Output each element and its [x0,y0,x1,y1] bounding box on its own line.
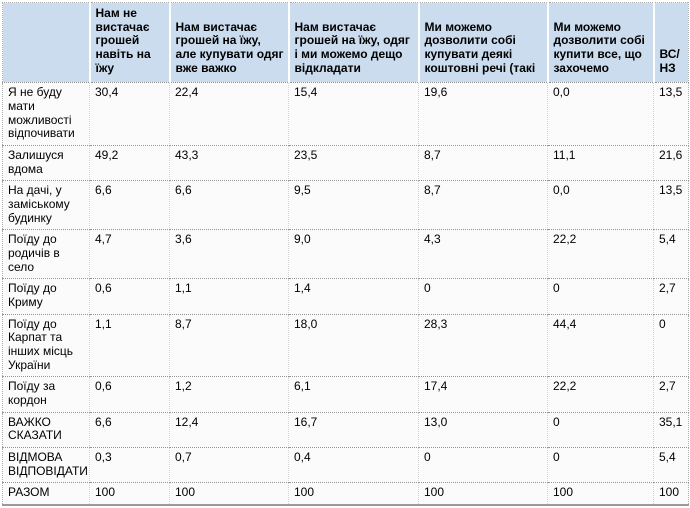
column-header-can-buy-anything: Ми можемо дозволити собі купити все, що … [547,2,655,84]
data-cell: 0,7 [169,447,289,484]
table-row-crimea: Поїду до Криму 0,6 1,1 1,4 0 0 2,7 [2,278,689,315]
data-cell: 22,2 [547,376,654,413]
data-cell: 6,1 [288,376,419,413]
data-cell: 0,4 [288,447,419,484]
table-row-hard-to-say: ВАЖКО СКАЗАТИ 6,6 12,4 16,7 13,0 0 35,1 [2,412,689,449]
data-cell: 13,5 [653,180,689,231]
data-cell: 5,4 [653,447,689,484]
data-cell: 16,7 [288,412,419,449]
data-cell: 13,5 [653,82,689,147]
data-cell: 4,7 [89,229,170,280]
data-cell: 35,1 [653,412,689,449]
data-cell: 30,4 [89,82,170,147]
data-cell: 1,1 [89,314,170,378]
table-row-carpathians: Поїду до Карпат та інших місць України 1… [2,314,689,378]
data-cell: 1,4 [288,278,419,315]
column-header-empty [2,2,91,84]
data-cell: 0,3 [89,447,170,484]
data-cell: 0 [418,447,548,484]
row-label: Поїду за кордон [2,376,90,413]
row-label: Поїду до Карпат та інших місць України [2,314,90,378]
data-cell: 9,5 [288,180,419,231]
table-row-total: РАЗОМ 100 100 100 100 100 100 [2,482,689,507]
table-row-no-vacation: Я не буду мати можливості відпочивати 30… [2,82,689,147]
row-label: Поїду до Криму [2,278,90,315]
row-label: Залишуся вдома [2,145,90,182]
data-cell: 100 [169,482,289,507]
column-header-enough-for-food-only: Нам вистачає грошей на їжу, але купувати… [169,2,290,84]
column-header-no-answer: ВС/НЗ [653,2,689,84]
data-cell: 0 [418,278,548,315]
row-label: На дачі, у заміському будинку [2,180,90,231]
data-cell: 18,0 [288,314,419,378]
data-cell: 17,4 [418,376,548,413]
row-label: Я не буду мати можливості відпочивати [2,82,90,147]
row-label: Поїду до родичів в село [2,229,90,280]
data-cell: 22,2 [547,229,654,280]
column-header-can-buy-valuables: Ми можемо дозволити собі купувати деякі … [418,2,549,84]
data-cell: 49,2 [89,145,170,182]
data-cell: 6,6 [89,412,170,449]
data-cell: 100 [418,482,548,507]
data-cell: 22,4 [169,82,289,147]
data-cell: 8,7 [418,180,548,231]
data-cell: 19,6 [418,82,548,147]
table-row-abroad: Поїду за кордон 0,6 1,2 6,1 17,4 22,2 2,… [2,376,689,413]
data-cell: 15,4 [288,82,419,147]
data-cell: 21,6 [653,145,689,182]
data-cell: 0 [547,412,654,449]
data-cell: 100 [547,482,654,507]
table-row-relatives-village: Поїду до родичів в село 4,7 3,6 9,0 4,3 … [2,229,689,280]
data-cell: 0,0 [547,180,654,231]
row-label: РАЗОМ [2,482,90,507]
data-cell: 0,6 [89,278,170,315]
data-cell: 1,1 [169,278,289,315]
data-cell: 100 [89,482,170,507]
data-cell: 43,3 [169,145,289,182]
data-cell: 11,1 [547,145,654,182]
data-cell: 44,4 [547,314,654,378]
table-row-stay-home: Залишуся вдома 49,2 43,3 23,5 8,7 11,1 2… [2,145,689,182]
column-header-can-save-some: Нам вистачає грошей на їжу, одяг і ми мо… [288,2,420,84]
data-cell: 6,6 [169,180,289,231]
header-row: Нам не вистачає грошей навіть на їжу Нам… [2,2,689,84]
data-cell: 0,6 [89,376,170,413]
data-cell: 100 [653,482,689,507]
data-cell: 100 [288,482,419,507]
data-cell: 6,6 [89,180,170,231]
data-cell: 0 [653,314,689,378]
table-row-refuse-to-answer: ВІДМОВА ВІДПОВІДАТИ 0,3 0,7 0,4 0 0 5,4 [2,447,689,484]
data-cell: 3,6 [169,229,289,280]
data-cell: 23,5 [288,145,419,182]
data-cell: 12,4 [169,412,289,449]
data-cell: 8,7 [169,314,289,378]
row-label: ВАЖКО СКАЗАТИ [2,412,90,449]
data-cell: 5,4 [653,229,689,280]
data-cell: 28,3 [418,314,548,378]
data-cell: 0 [547,278,654,315]
data-cell: 2,7 [653,278,689,315]
data-cell: 8,7 [418,145,548,182]
row-label: ВІДМОВА ВІДПОВІДАТИ [2,447,90,484]
data-cell: 9,0 [288,229,419,280]
data-cell: 2,7 [653,376,689,413]
column-header-not-enough-for-food: Нам не вистачає грошей навіть на їжу [89,2,171,84]
data-cell: 1,2 [169,376,289,413]
table-row-dacha: На дачі, у заміському будинку 6,6 6,6 9,… [2,180,689,231]
data-cell: 0 [547,447,654,484]
data-cell: 0,0 [547,82,654,147]
data-cell: 13,0 [418,412,548,449]
data-cell: 4,3 [418,229,548,280]
